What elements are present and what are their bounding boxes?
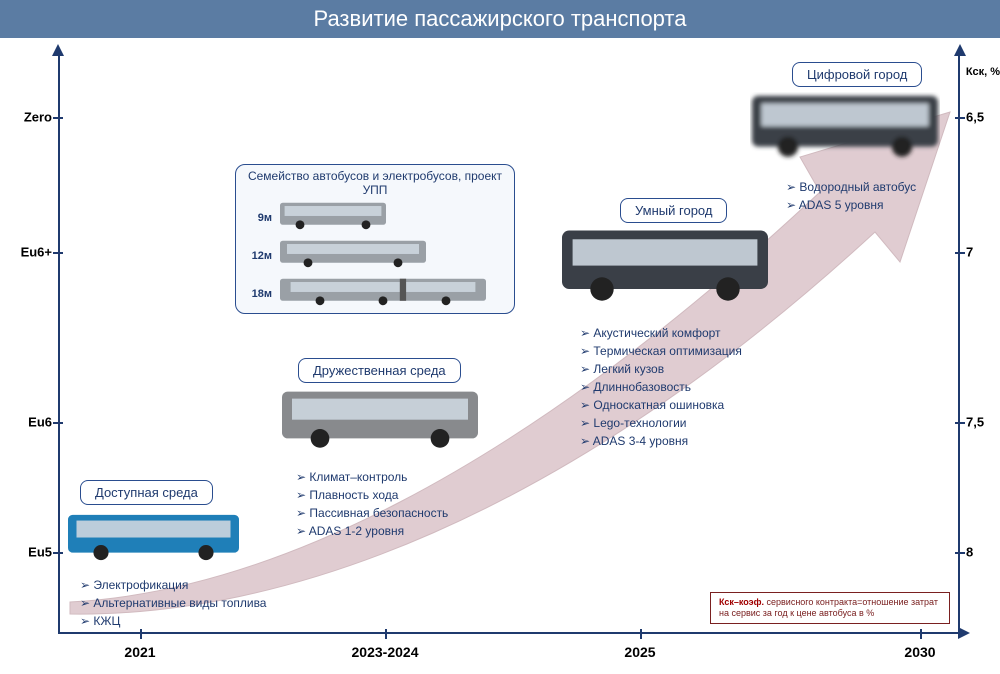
bus-family-row: 9м [236, 199, 514, 237]
bus-icon [280, 388, 480, 460]
stage-card-digital: Цифровой город [792, 62, 922, 87]
feature-item: Электрофикация [80, 576, 266, 594]
x-tick [920, 629, 922, 639]
feature-list-digital: Водородный автобусADAS 5 уровня [786, 178, 916, 214]
x-tick [140, 629, 142, 639]
feature-item: ADAS 1-2 уровня [296, 522, 448, 540]
bus-icon [560, 226, 770, 316]
feature-item: КЖЦ [80, 612, 266, 630]
y-tick-left [53, 252, 63, 254]
y-tick-right [955, 552, 965, 554]
y-label-right: 8 [966, 545, 998, 560]
x-label: 2021 [124, 644, 155, 660]
feature-item: Водородный автобус [786, 178, 916, 196]
x-label: 2030 [904, 644, 935, 660]
y-axis-right [958, 52, 960, 634]
y-label-right: 7,5 [966, 415, 998, 430]
y-tick-left [53, 422, 63, 424]
y-arrowhead-right [954, 44, 966, 56]
feature-item: Lego-технологии [580, 414, 742, 432]
stage-bus-smart [560, 226, 770, 316]
footnote-bold: Кск–коэф. [719, 597, 764, 607]
bus-icon [278, 239, 428, 273]
y-tick-right [955, 117, 965, 119]
stage-bus-digital [750, 92, 940, 170]
feature-item: ADAS 3-4 уровня [580, 432, 742, 450]
footnote: Кск–коэф. сервисного контракта=отношение… [710, 592, 950, 624]
y-label-right: 7 [966, 245, 998, 260]
bus-length-label: 18м [246, 288, 272, 300]
feature-list-accessible: ЭлектрофикацияАльтернативные виды топлив… [80, 576, 266, 630]
feature-item: ADAS 5 уровня [786, 196, 916, 214]
stage-bus-friendly [280, 388, 480, 460]
bus-icon [66, 512, 241, 570]
feature-item: Легкий кузов [580, 360, 742, 378]
y-label-left: Eu6+ [4, 245, 52, 260]
y-label-left: Eu6 [4, 415, 52, 430]
bus-family-title: Семейство автобусов и электробусов, прое… [236, 165, 514, 199]
bus-icon [278, 201, 388, 235]
bus-family-row: 18м [236, 275, 514, 313]
stage-card-smart: Умный город [620, 198, 727, 223]
feature-item: Пассивная безопасность [296, 504, 448, 522]
right-axis-title: Кск, % [966, 66, 1000, 78]
y-axis-left [58, 52, 60, 634]
bus-length-label: 12м [246, 250, 272, 262]
bus-family-row: 12м [236, 237, 514, 275]
y-tick-left [53, 117, 63, 119]
page-title: Развитие пассажирского транспорта [0, 0, 1000, 38]
y-label-right: 6,5 [966, 110, 998, 125]
chart-area: Кск, % Zero Eu6+ Eu6 Eu5 6,5 7 7,5 8 2021 2023-20… [0, 42, 1000, 674]
feature-item: Плавность хода [296, 486, 448, 504]
feature-item: Термическая оптимизация [580, 342, 742, 360]
stage-card-friendly: Дружественная среда [298, 358, 461, 383]
feature-item: Акустический комфорт [580, 324, 742, 342]
feature-list-friendly: Климат–контрольПлавность ходаПассивная б… [296, 468, 448, 540]
bus-family-box: Семейство автобусов и электробусов, прое… [235, 164, 515, 314]
x-tick [385, 629, 387, 639]
y-label-left: Zero [4, 110, 52, 125]
y-tick-right [955, 422, 965, 424]
y-arrowhead-left [52, 44, 64, 56]
stage-card-accessible: Доступная среда [80, 480, 213, 505]
x-label: 2023-2024 [352, 644, 419, 660]
x-label: 2025 [624, 644, 655, 660]
stage-bus-accessible [66, 512, 241, 570]
feature-item: Длиннобазовость [580, 378, 742, 396]
feature-item: Альтернативные виды топлива [80, 594, 266, 612]
x-arrowhead [958, 627, 970, 639]
y-label-left: Eu5 [4, 545, 52, 560]
x-axis [58, 632, 960, 634]
x-tick [640, 629, 642, 639]
bus-icon [278, 277, 488, 311]
y-tick-right [955, 252, 965, 254]
feature-item: Климат–контроль [296, 468, 448, 486]
feature-item: Односкатная ошиновка [580, 396, 742, 414]
bus-icon [750, 92, 940, 170]
y-tick-left [53, 552, 63, 554]
bus-length-label: 9м [246, 212, 272, 224]
feature-list-smart: Акустический комфортТермическая оптимиза… [580, 324, 742, 450]
